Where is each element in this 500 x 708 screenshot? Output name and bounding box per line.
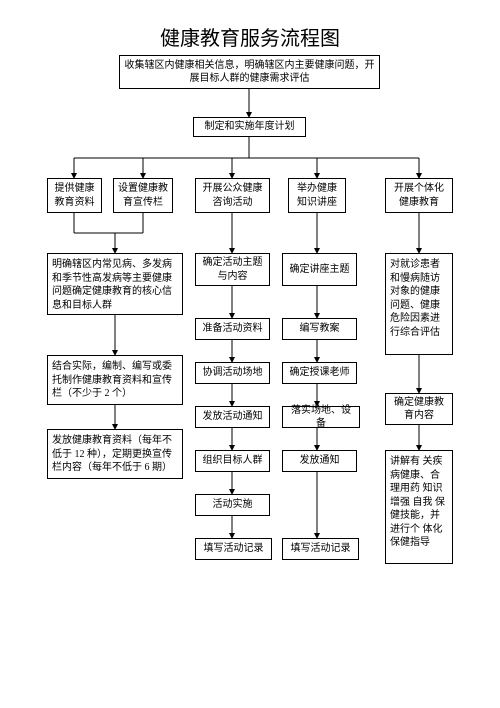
node-l2: 结合实际，编制、编写或委托制作健康教育资料和宣传栏（不少于 2 个） xyxy=(47,355,183,405)
node-c5a: 对就诊患者和慢病随访对象的健康问题、健康危险因素进行综合评估 xyxy=(385,253,453,355)
node-c5c: 讲解有 关疾病健康、合理用药 知识增强 自我 保健技能，并进行个 体化保健指导 xyxy=(385,450,453,564)
node-c3d: 发放活动通知 xyxy=(195,406,270,428)
node-l3: 发放健康教育资料（每年不低于 12 种），定期更换宣传栏内容（每年不低于 6 期… xyxy=(47,429,183,479)
node-l1: 明确辖区内常见病、多发病和季节性高发病等主要健康问题确定健康教育的核心信息和目标… xyxy=(47,253,183,315)
node-c3g: 填写活动记录 xyxy=(195,538,272,560)
node-b5: 开展个体化健康教育 xyxy=(385,178,453,213)
node-c4b: 编写教案 xyxy=(282,318,357,340)
page-title: 健康教育服务流程图 xyxy=(0,0,500,59)
node-c5b: 确定健康教育内容 xyxy=(385,393,453,425)
node-c4d: 落实场地、设备 xyxy=(282,406,360,428)
node-b1: 提供健康教育资料 xyxy=(47,178,102,213)
node-c3f: 活动实施 xyxy=(195,494,270,516)
node-plan: 制定和实施年度计划 xyxy=(193,117,306,137)
node-c3c: 协调活动场地 xyxy=(195,362,270,384)
node-c3e: 组织目标人群 xyxy=(195,450,270,472)
node-b3: 开展公众健康咨询活动 xyxy=(195,178,270,213)
node-c4c: 确定授课老师 xyxy=(282,362,357,384)
node-c4e: 发放通知 xyxy=(282,450,357,472)
node-b2: 设置健康教育宣传栏 xyxy=(113,178,173,213)
node-c3a: 确定活动主题与内容 xyxy=(195,253,270,286)
node-c4f: 填写活动记录 xyxy=(282,538,359,560)
node-c3b: 准备活动资料 xyxy=(195,318,270,340)
node-c4a: 确定讲座主题 xyxy=(282,253,357,286)
node-b4: 举办健康知识讲座 xyxy=(288,178,346,213)
node-root: 收集辖区内健康相关信息，明确辖区内主要健康问题，开展目标人群的健康需求评估 xyxy=(119,55,380,89)
